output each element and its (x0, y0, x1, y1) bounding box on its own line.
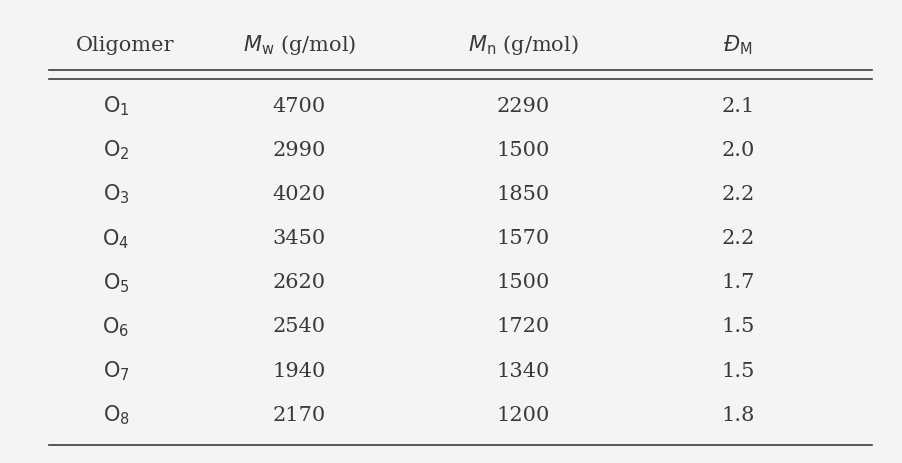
Text: 2.2: 2.2 (721, 185, 753, 204)
Text: $\mathrm{O}_{3}$: $\mathrm{O}_{3}$ (103, 183, 129, 206)
Text: 1.5: 1.5 (721, 362, 754, 381)
Text: 1570: 1570 (496, 229, 549, 248)
Text: Oligomer: Oligomer (76, 36, 174, 55)
Text: 1340: 1340 (496, 362, 549, 381)
Text: 2990: 2990 (272, 141, 326, 160)
Text: 2540: 2540 (272, 318, 326, 337)
Text: 2290: 2290 (496, 97, 549, 116)
Text: 4020: 4020 (272, 185, 326, 204)
Text: 2170: 2170 (272, 406, 326, 425)
Text: $\mathrm{O}_{5}$: $\mathrm{O}_{5}$ (103, 271, 129, 294)
Text: $\mathit{Đ}_{\mathrm{M}}$: $\mathit{Đ}_{\mathrm{M}}$ (723, 33, 751, 57)
Text: $\mathrm{O}_{8}$: $\mathrm{O}_{8}$ (103, 403, 129, 427)
Text: 3450: 3450 (272, 229, 326, 248)
Text: 1.5: 1.5 (721, 318, 754, 337)
Text: 1500: 1500 (496, 273, 549, 292)
Text: $\mathrm{O}_{4}$: $\mathrm{O}_{4}$ (102, 227, 129, 250)
Text: 1850: 1850 (496, 185, 549, 204)
Text: $\mathrm{O}_{1}$: $\mathrm{O}_{1}$ (103, 94, 129, 118)
Text: 2.2: 2.2 (721, 229, 753, 248)
Text: 2620: 2620 (272, 273, 326, 292)
Text: 1500: 1500 (496, 141, 549, 160)
Text: 4700: 4700 (272, 97, 326, 116)
Text: 1200: 1200 (496, 406, 549, 425)
Text: 2.0: 2.0 (721, 141, 754, 160)
Text: $\mathit{M}_{\mathrm{n}}$ (g/mol): $\mathit{M}_{\mathrm{n}}$ (g/mol) (467, 33, 577, 57)
Text: 1940: 1940 (272, 362, 326, 381)
Text: $\mathit{M}_{\mathrm{w}}$ (g/mol): $\mathit{M}_{\mathrm{w}}$ (g/mol) (243, 33, 355, 57)
Text: 1.8: 1.8 (721, 406, 754, 425)
Text: 2.1: 2.1 (721, 97, 754, 116)
Text: $\mathrm{O}_{7}$: $\mathrm{O}_{7}$ (103, 359, 129, 383)
Text: 1.7: 1.7 (721, 273, 754, 292)
Text: 1720: 1720 (496, 318, 549, 337)
Text: $\mathrm{O}_{6}$: $\mathrm{O}_{6}$ (103, 315, 129, 339)
Text: $\mathrm{O}_{2}$: $\mathrm{O}_{2}$ (103, 139, 129, 163)
